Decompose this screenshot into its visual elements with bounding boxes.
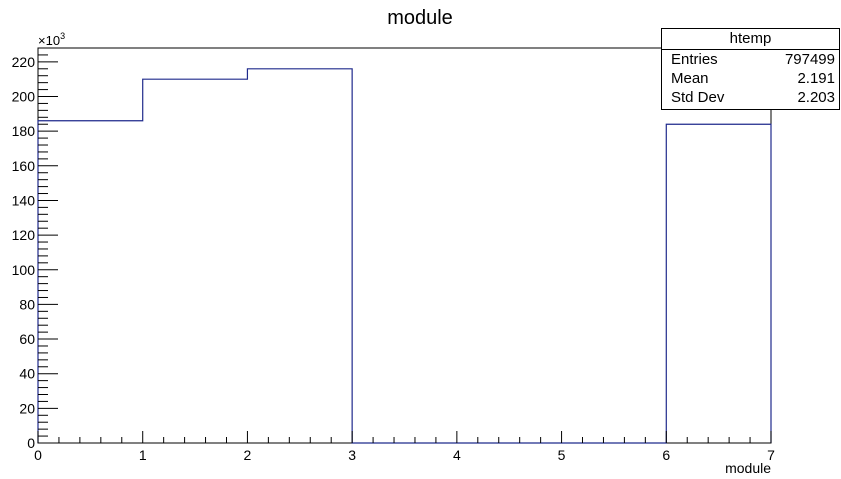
x-tick-label: 0 <box>34 447 42 463</box>
axes: 0 1 2 3 4 5 6 7 0 20 40 60 80 100 120 140 160 180 200 220 <box>12 47 775 463</box>
histogram-bin-2 <box>247 69 352 443</box>
x-tick-label: 7 <box>767 447 775 463</box>
histogram-bin-0 <box>38 121 143 443</box>
stats-value: 2.191 <box>797 70 835 87</box>
x-axis-label: module <box>725 460 771 476</box>
y-tick-label: 100 <box>12 262 36 278</box>
y-tick-label: 40 <box>19 366 35 382</box>
y-tick-label: 200 <box>12 89 36 105</box>
x-tick-label: 5 <box>558 447 566 463</box>
histogram-bars <box>37 68 772 444</box>
stats-row-stddev: Std Dev 2.203 <box>662 88 839 107</box>
histogram-outline <box>37 68 772 444</box>
stats-key: Mean <box>671 70 709 87</box>
y-tick-label: 60 <box>19 331 35 347</box>
x-tick-label: 3 <box>348 447 356 463</box>
stats-key: Std Dev <box>671 89 725 106</box>
y-tick-label: 140 <box>12 192 36 208</box>
y-multiplier-exponent: 3 <box>60 31 65 41</box>
y-axis-multiplier: ×103 <box>38 31 65 48</box>
histogram-bin-1 <box>143 79 248 443</box>
x-tick-label: 6 <box>662 447 670 463</box>
x-tick-label: 1 <box>139 447 147 463</box>
x-tick-label: 4 <box>453 447 461 463</box>
y-tick-label: 220 <box>12 54 36 70</box>
chart-title: module <box>387 7 453 29</box>
stats-value: 2.203 <box>797 89 835 106</box>
y-tick-label: 0 <box>27 435 35 451</box>
stats-key: Entries <box>671 51 718 68</box>
y-tick-label: 20 <box>19 400 35 416</box>
y-tick-label: 80 <box>19 296 35 312</box>
stats-box: htemp Entries 797499 Mean 2.191 Std Dev … <box>661 28 840 110</box>
x-tick-label: 2 <box>244 447 252 463</box>
histogram-bin-6 <box>666 124 771 443</box>
stats-box-title: htemp <box>662 29 839 50</box>
y-tick-label: 120 <box>12 227 36 243</box>
stats-row-entries: Entries 797499 <box>662 50 839 69</box>
y-tick-label: 180 <box>12 123 36 139</box>
stats-value: 797499 <box>784 51 835 68</box>
y-tick-label: 160 <box>12 158 36 174</box>
stats-row-mean: Mean 2.191 <box>662 69 839 88</box>
y-multiplier-base: ×10 <box>38 33 60 48</box>
